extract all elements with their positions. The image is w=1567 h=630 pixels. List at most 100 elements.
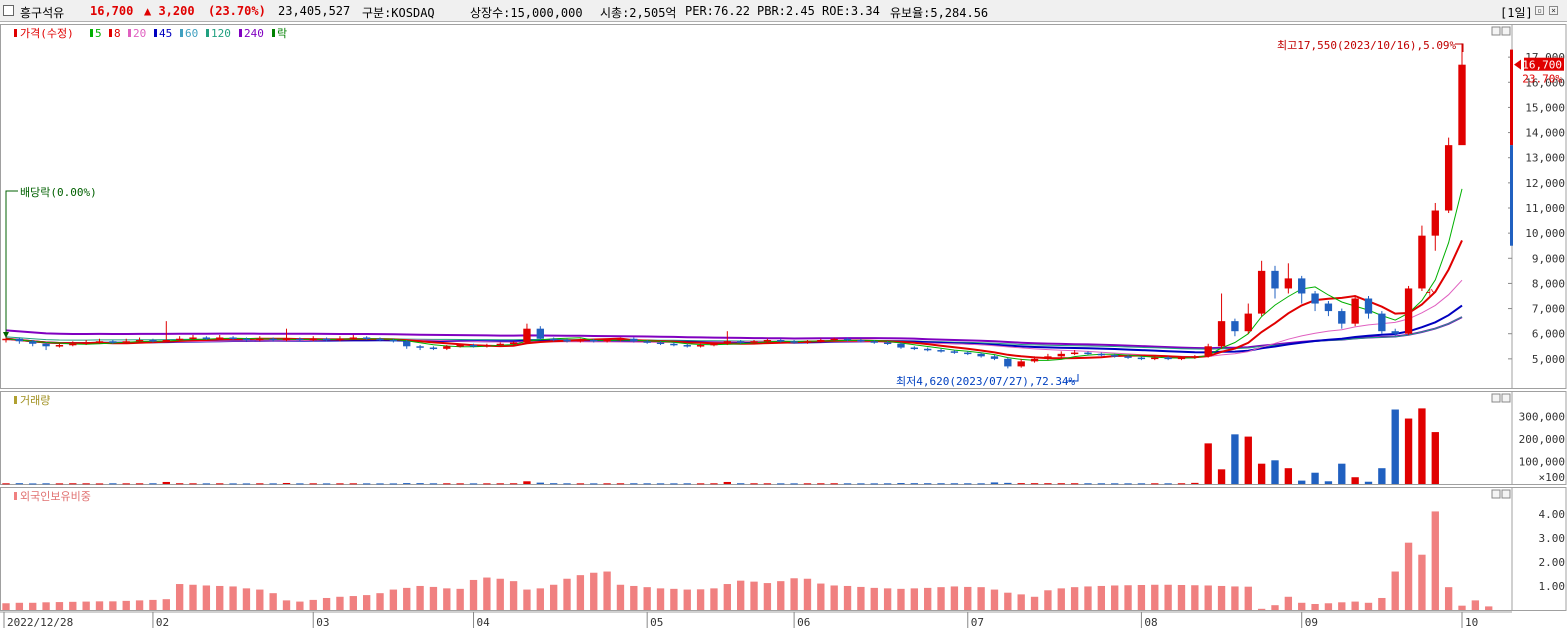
volume-bar	[790, 483, 798, 485]
candle-body	[830, 338, 838, 341]
volume-bar	[937, 483, 945, 485]
candle-body	[683, 345, 691, 347]
foreign-bar	[1151, 584, 1159, 610]
candle-body	[1084, 352, 1092, 355]
foreign-bar	[242, 588, 251, 610]
foreign-bar	[603, 571, 611, 610]
volume-bar	[549, 483, 558, 485]
volume-bar	[1324, 481, 1333, 484]
candle-body	[1351, 298, 1359, 324]
candle-body	[82, 342, 90, 345]
candle-body	[149, 340, 157, 342]
price-tick-label: 16,000	[1525, 76, 1565, 89]
volume-bar	[416, 483, 424, 485]
candle-body	[857, 340, 865, 342]
volume-bar	[389, 483, 398, 485]
volume-bar	[777, 483, 785, 485]
foreign-bar	[1137, 584, 1146, 610]
volume-bar	[523, 481, 531, 484]
volume-tick-label: 200,000	[1519, 433, 1565, 446]
foreign-bar	[1338, 602, 1346, 610]
candle-body	[616, 338, 625, 341]
axis-frame-price	[1511, 24, 1567, 389]
market-cap: 시총:2,505억	[600, 6, 677, 20]
x-tick-label: 03	[316, 616, 329, 629]
volume-bar	[469, 483, 478, 485]
candle-body	[777, 340, 785, 342]
legend-ma-swatch	[154, 29, 157, 37]
candle-body	[1444, 145, 1453, 211]
volume-bar	[29, 483, 37, 485]
price-tick-label: 14,000	[1525, 127, 1565, 140]
ma-20-line	[5, 279, 1463, 358]
close-icon[interactable]: ×	[1549, 6, 1558, 15]
foreign-bar	[1418, 554, 1426, 610]
foreign-bar	[509, 581, 518, 610]
candle-body	[29, 341, 37, 344]
candle-body	[282, 338, 291, 341]
candle-body	[1338, 311, 1346, 324]
volume-bar	[1298, 480, 1306, 484]
legend-event-label: 락	[277, 27, 287, 40]
foreign-bar	[1204, 585, 1212, 610]
foreign-bar	[670, 588, 678, 610]
volume-bar	[162, 481, 170, 484]
candle-body	[1364, 298, 1373, 314]
candle-body	[1257, 270, 1266, 314]
period-selector[interactable]: [1일]	[1500, 6, 1533, 20]
foreign-bar	[496, 578, 504, 610]
foreign-bar	[737, 580, 745, 610]
foreign-bar	[1471, 600, 1480, 610]
volume-bar	[1124, 483, 1132, 485]
candle-body	[309, 338, 317, 341]
volume-bar	[990, 482, 999, 484]
candle-body	[336, 338, 344, 341]
foreign-bar	[590, 572, 598, 610]
candle-body	[242, 338, 251, 341]
candle-body	[202, 337, 211, 339]
foreign-bar	[2, 603, 10, 610]
candle-body	[1204, 346, 1212, 357]
volume-bar	[1164, 483, 1172, 485]
candle-body	[670, 343, 678, 346]
volume-bar	[830, 483, 838, 485]
volume-bar	[443, 483, 451, 485]
volume-bar	[563, 483, 571, 485]
volume-bar	[1391, 409, 1399, 484]
volume-bar	[897, 483, 905, 485]
volume-bar	[1044, 483, 1052, 485]
restore-icon[interactable]: ▫	[1535, 6, 1544, 15]
volume-bar	[216, 483, 224, 485]
foreign-bar	[456, 588, 464, 610]
volume-bar	[803, 483, 812, 485]
volume-bar	[616, 483, 625, 485]
legend-ma-label: 5	[95, 27, 102, 40]
ma-240-line	[5, 316, 1463, 350]
foreign-bar	[656, 588, 665, 610]
candle-body	[69, 343, 77, 346]
market-type: 구분:KOSDAQ	[362, 6, 435, 20]
foreign-bar	[1404, 542, 1413, 610]
candle-body	[216, 337, 224, 339]
per-value: PER:76.22	[685, 4, 751, 18]
foreign-bar	[870, 587, 878, 610]
volume-bar	[1271, 460, 1279, 484]
volume-bar	[109, 483, 117, 485]
volume-bar	[870, 483, 878, 485]
candle-body	[897, 343, 905, 348]
foreign-bar	[1191, 585, 1199, 610]
candle-body	[135, 340, 144, 342]
legend-ma-label: 8	[114, 27, 121, 40]
volume-bar	[843, 483, 852, 485]
select-checkbox[interactable]	[3, 5, 14, 16]
candle-body	[1431, 210, 1439, 236]
foreign-bar	[1044, 590, 1052, 610]
candle-body	[870, 341, 878, 343]
marker-label: 수	[1424, 288, 1436, 297]
volume-bar	[15, 483, 24, 485]
dividend-annotation: 배당락(0.00%)	[20, 186, 97, 199]
price-tick-label: 13,000	[1525, 152, 1565, 165]
foreign-bar	[1217, 585, 1226, 610]
volume-bar	[630, 483, 638, 485]
